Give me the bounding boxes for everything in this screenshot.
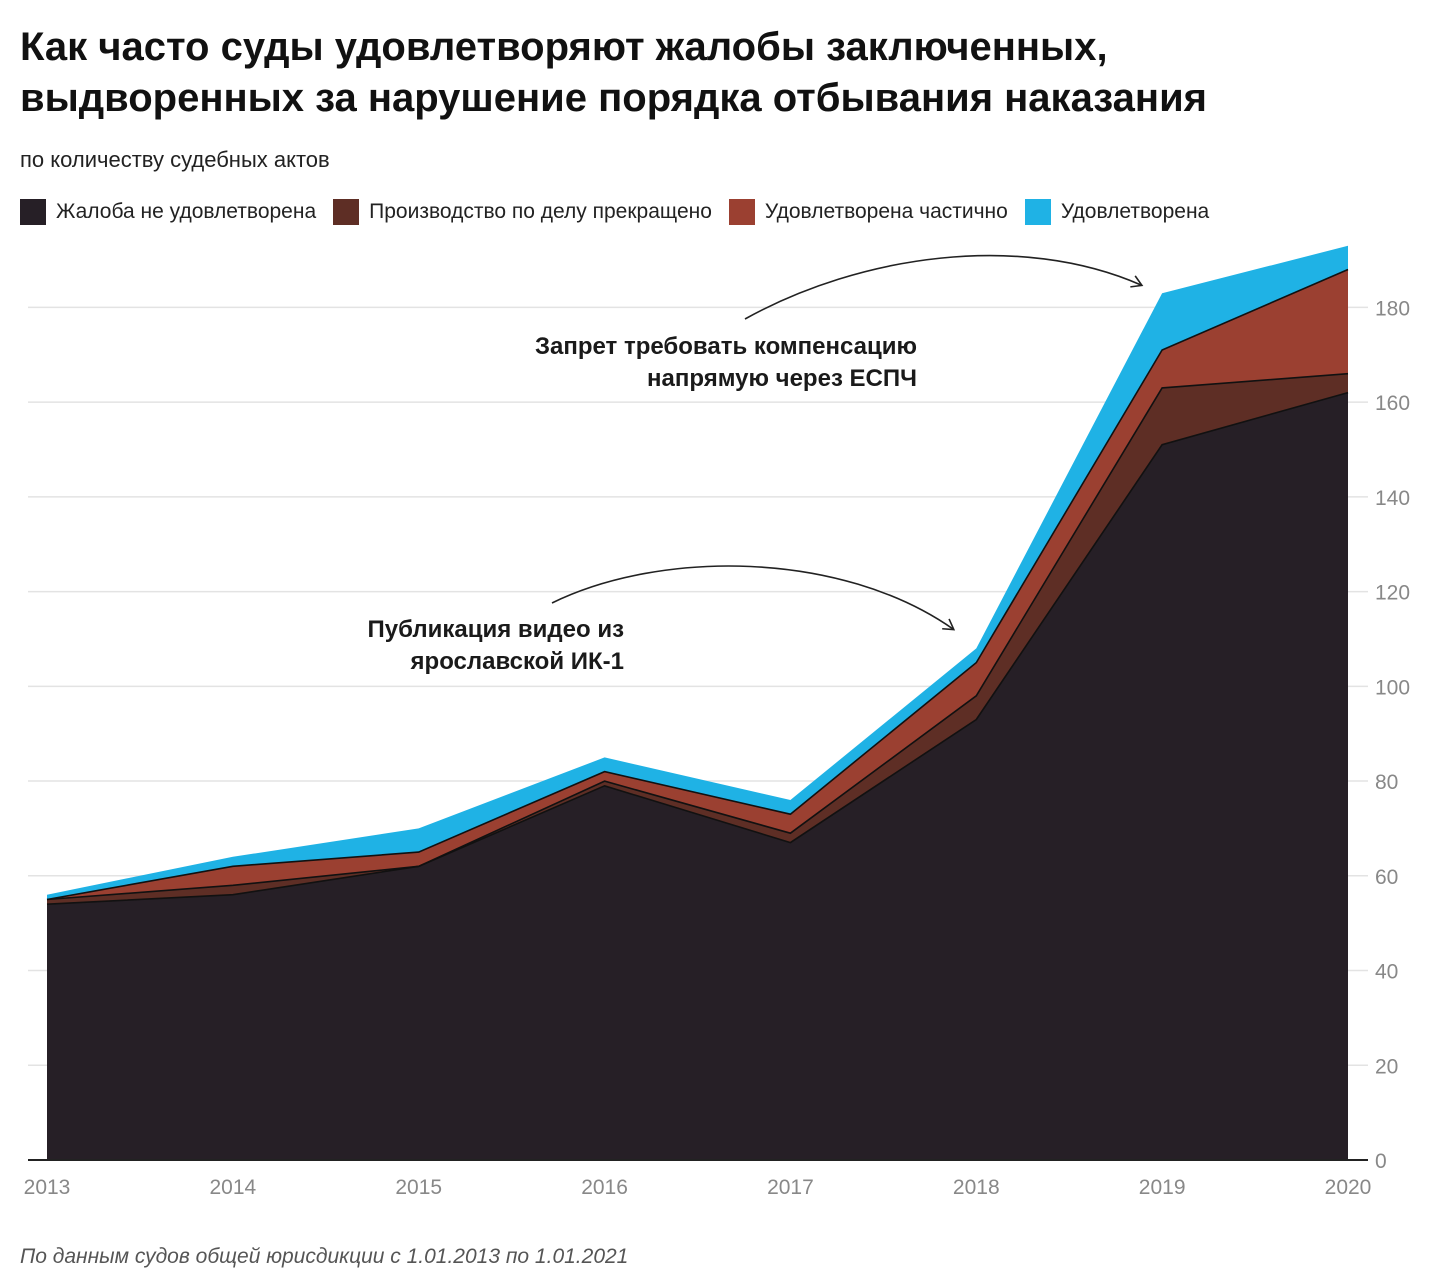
area-удовлетворена-частично bbox=[47, 269, 1348, 900]
x-tick-label-2019: 2019 bbox=[1139, 1176, 1186, 1199]
chart-title-line-1: Как часто суды удовлетворяют жалобы закл… bbox=[20, 25, 1108, 69]
y-tick-label-0: 0 bbox=[1375, 1150, 1387, 1173]
annotation-echr-line-1: Запрет требовать компенсацию bbox=[535, 333, 917, 360]
y-tick-label-120: 120 bbox=[1375, 582, 1410, 605]
x-tick-label-2018: 2018 bbox=[953, 1176, 1000, 1199]
x-tick-label-2016: 2016 bbox=[581, 1176, 628, 1199]
annotation-video-arrow bbox=[551, 565, 956, 631]
legend-item-not-satisfied: Жалоба не удовлетворена bbox=[20, 199, 316, 225]
chart-title-line-2: выдворенных за нарушение порядка отбыван… bbox=[20, 76, 1207, 120]
boundary-line-удовлетворена-частично bbox=[46, 268, 1349, 901]
x-tick-label-2013: 2013 bbox=[24, 1176, 71, 1199]
y-tick-label-180: 180 bbox=[1375, 297, 1410, 320]
legend-swatch-terminated bbox=[333, 199, 360, 225]
area-удовлетворена bbox=[47, 245, 1348, 900]
y-axis: 0 20 40 60 80 100 120 140 160 180 bbox=[1375, 297, 1410, 1173]
x-axis: 2013 2014 2015 2016 2017 2018 2019 2020 bbox=[24, 1176, 1372, 1199]
legend-swatch-not-satisfied bbox=[20, 199, 46, 225]
chart-title: Как часто суды удовлетворяют жалобы закл… bbox=[20, 22, 1420, 124]
annotation-video: Публикация видео из ярославской ИК-1 bbox=[368, 565, 956, 675]
legend-label-not-satisfied: Жалоба не удовлетворена bbox=[56, 200, 317, 223]
annotation-echr-line-2: напрямую через ЕСПЧ bbox=[647, 365, 917, 392]
source-footnote: По данным судов общей юрисдикции с 1.01.… bbox=[20, 1245, 629, 1268]
y-tick-label-100: 100 bbox=[1375, 676, 1410, 699]
area-layers bbox=[47, 245, 1348, 1161]
boundary-line-жалоба-не-удовлетворена bbox=[46, 391, 1349, 905]
legend: Жалоба не удовлетворена Производство по … bbox=[20, 199, 1226, 225]
legend-swatch-partially-satisfied bbox=[728, 199, 755, 225]
area-производство-по-делу-прекращено bbox=[47, 373, 1348, 905]
y-tick-label-160: 160 bbox=[1375, 392, 1410, 415]
y-tick-label-140: 140 bbox=[1375, 487, 1410, 510]
legend-swatch-satisfied bbox=[1024, 199, 1051, 225]
y-tick-label-40: 40 bbox=[1375, 961, 1398, 984]
legend-item-terminated: Производство по делу прекращено bbox=[333, 199, 712, 225]
annotation-echr: Запрет требовать компенсацию напрямую че… bbox=[535, 254, 1144, 392]
x-tick-label-2017: 2017 bbox=[767, 1176, 814, 1199]
x-tick-label-2014: 2014 bbox=[209, 1176, 256, 1199]
legend-item-partially-satisfied: Удовлетворена частично bbox=[728, 199, 1008, 225]
y-tick-label-80: 80 bbox=[1375, 771, 1398, 794]
x-tick-label-2015: 2015 bbox=[395, 1176, 442, 1199]
annotation-echr-arrow bbox=[744, 254, 1144, 320]
chart-subtitle: по количеству судебных актов bbox=[20, 147, 330, 172]
legend-label-partially-satisfied: Удовлетворена частично bbox=[764, 200, 1008, 223]
x-tick-label-2020: 2020 bbox=[1325, 1176, 1372, 1199]
annotation-video-line-1: Публикация видео из bbox=[368, 616, 625, 643]
legend-label-satisfied: Удовлетворена bbox=[1060, 200, 1210, 223]
boundary-line-производство-по-делу-прекращено bbox=[46, 372, 1349, 901]
y-tick-label-60: 60 bbox=[1375, 866, 1398, 889]
boundary-lines bbox=[46, 268, 1349, 905]
area-жалоба-не-удовлетворена bbox=[47, 392, 1348, 1161]
y-tick-label-20: 20 bbox=[1375, 1055, 1398, 1078]
annotation-video-line-2: ярославской ИК-1 bbox=[410, 648, 624, 675]
legend-label-terminated: Производство по делу прекращено bbox=[369, 200, 712, 223]
legend-item-satisfied: Удовлетворена bbox=[1024, 199, 1210, 225]
